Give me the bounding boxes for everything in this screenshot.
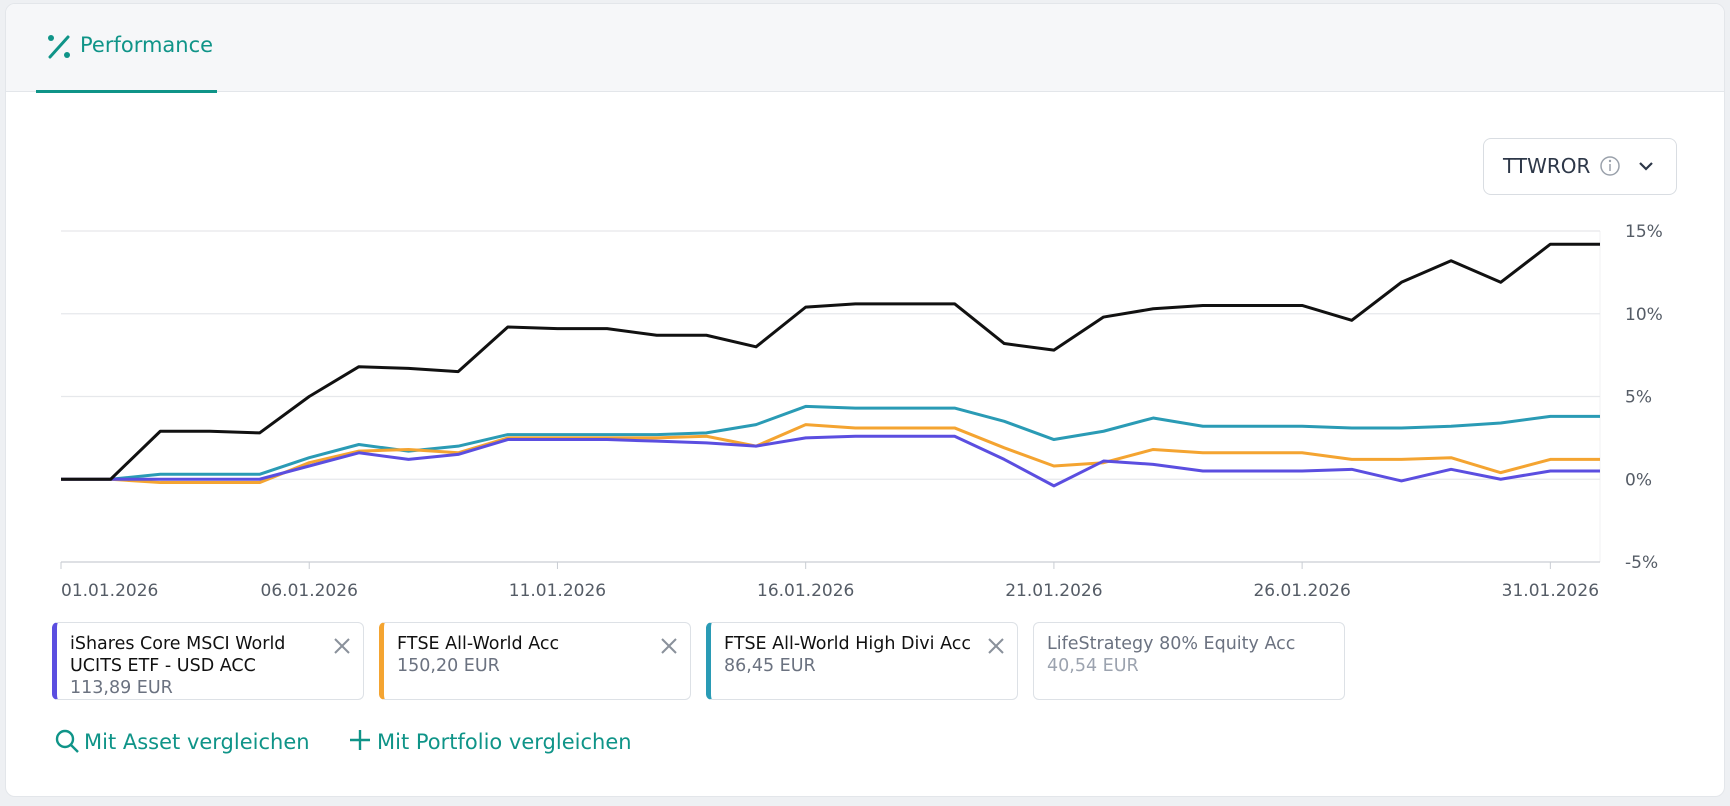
series-line — [61, 423, 1600, 485]
remove-button[interactable] — [333, 637, 351, 655]
x-tick-label: 01.01.2026 — [61, 581, 158, 601]
cross — [661, 638, 677, 654]
performance-card: Performance TTWROR — [5, 3, 1725, 797]
asset-price: 40,54 EUR — [1047, 656, 1139, 676]
series-line — [61, 434, 1600, 488]
y-tick-label: 15% — [1625, 222, 1663, 242]
x-tick-label: 06.01.2026 — [261, 581, 358, 601]
asset-name: LifeStrategy 80% Equity Acc — [1047, 634, 1296, 654]
action-label: Mit Portfolio vergleichen — [377, 730, 632, 754]
x-tick-label: 11.01.2026 — [509, 581, 606, 601]
metric-dropdown[interactable]: TTWROR — [1483, 138, 1677, 195]
dropdown-icons — [1600, 156, 1653, 176]
y-tick-label: 10% — [1625, 305, 1663, 325]
chart: -5% 0% 5% 10% 15% 01.01.2026 06.01.2026 11.01.2… — [60, 222, 1663, 601]
legend-text: iShares Core MSCI World UCITS ETF - USD … — [70, 633, 320, 699]
x-tick-label: 31.01.2026 — [1502, 581, 1599, 601]
asset-name: FTSE All-World Acc — [397, 634, 560, 654]
x-tick-label: 16.01.2026 — [757, 581, 854, 601]
tab-bar: Performance — [6, 4, 1724, 93]
legend-card[interactable]: FTSE All-World Acc 150,20 EUR — [379, 622, 691, 700]
remove-button[interactable] — [660, 637, 678, 655]
y-tick-label: 5% — [1625, 388, 1652, 408]
search-icon — [55, 729, 79, 753]
cross — [334, 638, 350, 654]
asset-price: 86,45 EUR — [724, 656, 816, 676]
legend-card[interactable]: iShares Core MSCI World UCITS ETF - USD … — [52, 622, 364, 700]
asset-name: iShares Core MSCI World UCITS ETF - USD … — [70, 634, 286, 676]
tab[interactable]: Performance — [36, 4, 217, 93]
legend-text: FTSE All-World Acc 150,20 EUR — [397, 633, 647, 677]
legend-text: LifeStrategy 80% Equity Acc 40,54 EUR — [1047, 633, 1297, 677]
asset-name: FTSE All-World High Divi Acc — [724, 634, 971, 654]
asset-price: 150,20 EUR — [397, 656, 500, 676]
asset-price: 113,89 EUR — [70, 678, 173, 698]
x-tick-label: 21.01.2026 — [1005, 581, 1102, 601]
legend-card[interactable]: FTSE All-World High Divi Acc 86,45 EUR — [706, 622, 1018, 700]
x-tick-label: 26.01.2026 — [1253, 581, 1350, 601]
legend-card[interactable]: LifeStrategy 80% Equity Acc 40,54 EUR — [1033, 622, 1345, 700]
y-tick-label: 0% — [1625, 470, 1652, 490]
legend-text: FTSE All-World High Divi Acc 86,45 EUR — [724, 633, 974, 677]
cross — [988, 638, 1004, 654]
series-line — [61, 404, 1600, 481]
compare-asset[interactable]: Mit Asset vergleichen — [54, 728, 310, 759]
dropdown-label: TTWROR — [1503, 154, 1591, 178]
action-label: Mit Asset vergleichen — [84, 730, 310, 754]
remove-button[interactable] — [987, 637, 1005, 655]
percent-icon — [48, 35, 70, 59]
plus-icon — [350, 730, 370, 750]
compare-portfolio[interactable]: Mit Portfolio vergleichen — [347, 728, 632, 759]
series-line — [61, 242, 1600, 481]
tab-label: Performance — [80, 33, 214, 57]
y-tick-label: -5% — [1625, 553, 1658, 573]
